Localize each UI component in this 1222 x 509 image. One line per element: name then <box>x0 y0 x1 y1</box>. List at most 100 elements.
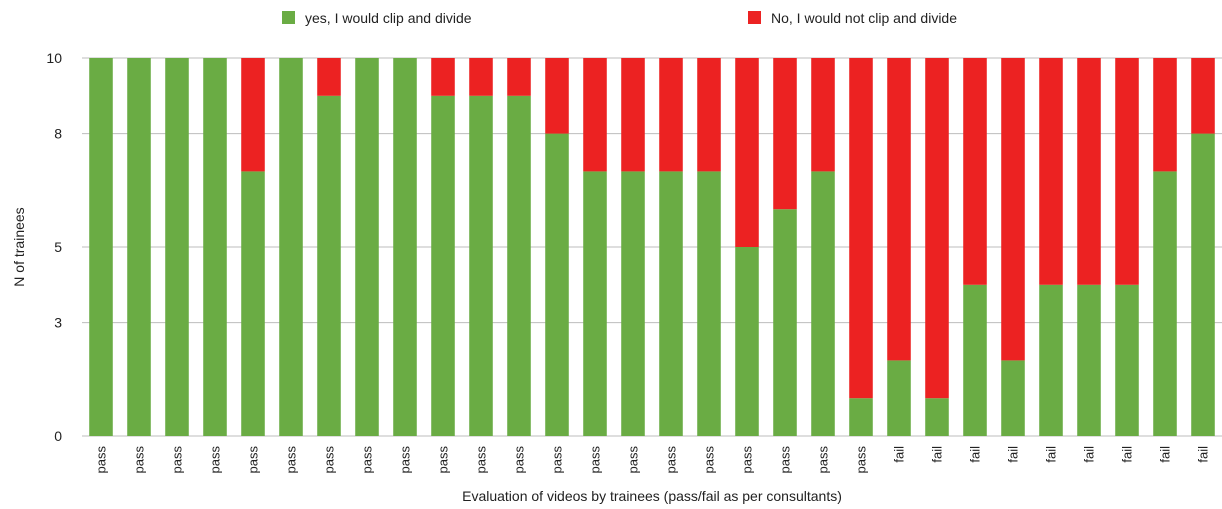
x-tick-label: fail <box>1082 446 1097 463</box>
x-tick-label: pass <box>588 446 603 474</box>
x-tick-label: pass <box>854 446 869 474</box>
x-tick-label: pass <box>208 446 223 474</box>
bar-yes-9 <box>393 58 417 436</box>
bar-no-12 <box>507 58 531 96</box>
x-tick-label: pass <box>626 446 641 474</box>
bar-yes-17 <box>697 171 721 436</box>
y-tick-label: 5 <box>54 239 62 255</box>
x-tick-label: fail <box>930 446 945 463</box>
bar-yes-28 <box>1115 284 1139 436</box>
x-tick-label: pass <box>360 446 375 474</box>
bar-yes-19 <box>773 209 797 436</box>
x-tick-label: pass <box>816 446 831 474</box>
axes: 0 3 5 8 10 pass pass pass pass pass pass pass pass pa… <box>46 50 1210 473</box>
bar-no-26 <box>1039 58 1063 285</box>
bar-yes-14 <box>583 171 607 436</box>
bar-yes-18 <box>735 247 759 436</box>
bar-yes-8 <box>355 58 379 436</box>
x-axis-title: Evaluation of videos by trainees (pass/f… <box>462 488 842 504</box>
x-tick-label: pass <box>550 446 565 474</box>
bar-no-7 <box>317 58 341 96</box>
bar-yes-26 <box>1039 284 1063 436</box>
bar-no-20 <box>811 58 835 172</box>
x-tick-label: fail <box>1006 446 1021 463</box>
x-tick-label: fail <box>892 446 907 463</box>
bar-no-24 <box>963 58 987 285</box>
bar-yes-10 <box>431 95 455 437</box>
x-tick-label: pass <box>322 446 337 474</box>
y-tick-label: 0 <box>54 428 62 444</box>
bar-no-16 <box>659 58 683 172</box>
bar-no-22 <box>887 58 911 361</box>
y-tick-label: 10 <box>46 50 62 66</box>
bar-yes-6 <box>279 58 303 436</box>
bar-no-28 <box>1115 58 1139 285</box>
x-tick-label: fail <box>1044 446 1059 463</box>
legend-label-no: No, I would not clip and divide <box>771 10 957 26</box>
bar-yes-15 <box>621 171 645 436</box>
x-tick-label: pass <box>94 446 109 474</box>
bar-no-14 <box>583 58 607 172</box>
x-tick-label: pass <box>664 446 679 474</box>
bar-yes-16 <box>659 171 683 436</box>
x-tick-label: pass <box>512 446 527 474</box>
x-tick-label: fail <box>968 446 983 463</box>
bar-yes-22 <box>887 360 911 436</box>
bar-no-5 <box>241 58 265 172</box>
bar-yes-5 <box>241 171 265 436</box>
x-tick-label: pass <box>740 446 755 474</box>
bar-no-30 <box>1191 58 1215 134</box>
bar-no-23 <box>925 58 949 399</box>
bar-no-18 <box>735 58 759 247</box>
x-tick-label: pass <box>778 446 793 474</box>
y-tick-label: 8 <box>54 126 62 142</box>
y-axis-title: N of trainees <box>11 207 27 286</box>
bar-yes-20 <box>811 171 835 436</box>
bar-yes-13 <box>545 133 569 436</box>
bar-yes-11 <box>469 95 493 437</box>
legend-swatch-no <box>748 11 761 24</box>
bar-no-27 <box>1077 58 1101 285</box>
bar-yes-27 <box>1077 284 1101 436</box>
legend-swatch-yes <box>282 11 295 24</box>
bar-yes-23 <box>925 398 949 436</box>
x-tick-label: pass <box>702 446 717 474</box>
x-tick-label: pass <box>170 446 185 474</box>
gridlines <box>82 57 1222 437</box>
bar-no-21 <box>849 58 873 399</box>
bar-no-29 <box>1153 58 1177 172</box>
x-tick-label: pass <box>436 446 451 474</box>
bar-yes-30 <box>1191 133 1215 436</box>
bar-no-25 <box>1001 58 1025 361</box>
legend: yes, I would clip and divide No, I would… <box>282 10 957 26</box>
x-tick-label: fail <box>1120 446 1135 463</box>
bar-yes-24 <box>963 284 987 436</box>
bar-no-10 <box>431 58 455 96</box>
x-tick-label: pass <box>132 446 147 474</box>
bar-yes-25 <box>1001 360 1025 436</box>
bar-yes-29 <box>1153 171 1177 436</box>
x-tick-label: pass <box>284 446 299 474</box>
bar-yes-1 <box>89 58 113 436</box>
bar-yes-3 <box>165 58 189 436</box>
x-tick-label: pass <box>246 446 261 474</box>
bar-no-15 <box>621 58 645 172</box>
bar-yes-21 <box>849 398 873 436</box>
x-tick-label: pass <box>474 446 489 474</box>
bar-no-13 <box>545 58 569 134</box>
bar-no-19 <box>773 58 797 210</box>
legend-label-yes: yes, I would clip and divide <box>305 10 472 26</box>
x-tick-label: fail <box>1158 446 1173 463</box>
x-tick-label: fail <box>1196 446 1211 463</box>
bar-yes-2 <box>127 58 151 436</box>
bar-yes-12 <box>507 95 531 437</box>
bar-yes-7 <box>317 95 341 437</box>
bars <box>89 58 1215 437</box>
bar-no-11 <box>469 58 493 96</box>
x-tick-label: pass <box>398 446 413 474</box>
bar-yes-4 <box>203 58 227 436</box>
y-tick-label: 3 <box>54 315 62 331</box>
bar-no-17 <box>697 58 721 172</box>
